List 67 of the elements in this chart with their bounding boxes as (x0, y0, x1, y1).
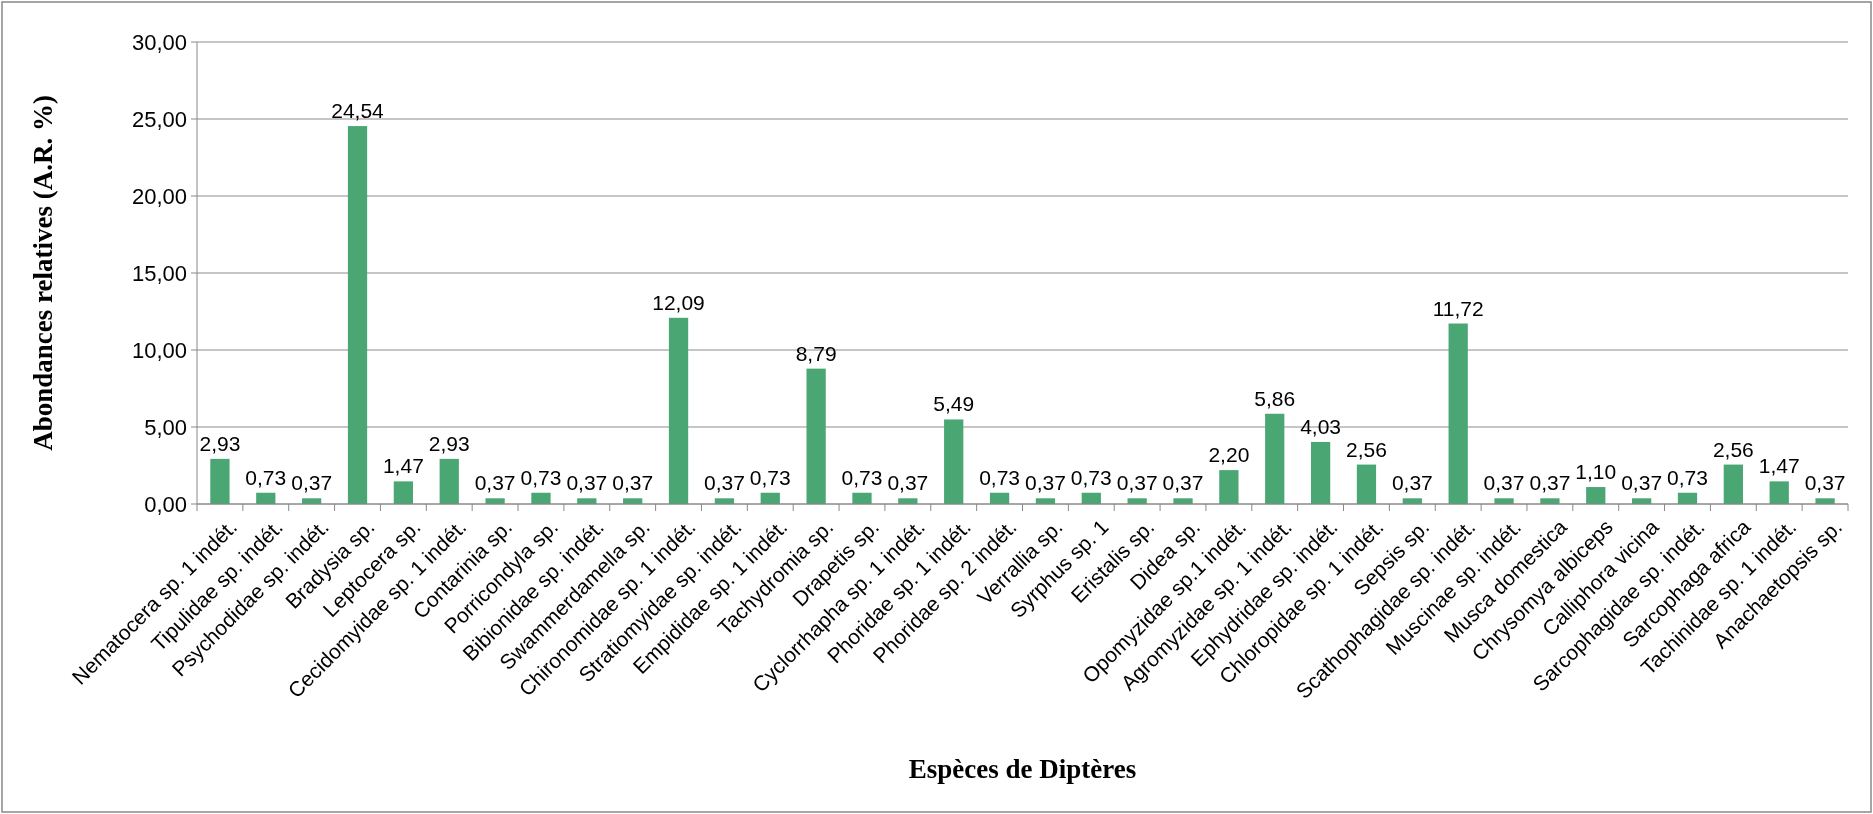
data-label: 0,37 (566, 471, 608, 495)
bar (1219, 470, 1239, 504)
y-tick-label: 30,00 (131, 29, 187, 55)
data-label: 5,86 (1254, 386, 1296, 410)
data-label: 0,37 (1529, 471, 1571, 495)
data-label: 0,73 (1667, 465, 1708, 489)
bar (1769, 481, 1789, 504)
data-label: 8,79 (795, 341, 837, 365)
bar (1173, 498, 1193, 504)
x-axis-title: Espèces de Diptères (908, 754, 1137, 784)
data-label: 0,37 (612, 471, 654, 495)
data-label: 0,37 (1024, 471, 1066, 495)
data-label: 0,73 (749, 465, 791, 489)
bar (531, 492, 551, 504)
data-label: 2,56 (1346, 437, 1387, 461)
bar (1356, 464, 1377, 504)
data-label: 11,72 (1432, 296, 1484, 320)
y-tick-label: 10,00 (131, 337, 187, 363)
bar (1815, 498, 1835, 504)
data-label: 0,37 (1483, 471, 1525, 495)
data-label: 0,37 (887, 471, 929, 495)
data-label: 0,37 (1162, 471, 1204, 495)
data-label: 2,93 (199, 431, 241, 455)
data-label: 2,93 (428, 431, 470, 455)
bar (1540, 498, 1560, 504)
data-label: 0,37 (1621, 471, 1663, 495)
data-label: 1,47 (1758, 454, 1800, 478)
data-label: 0,37 (703, 471, 745, 495)
data-label: 4,03 (1300, 414, 1342, 438)
data-label: 0,73 (841, 465, 883, 489)
data-label: 0,37 (1391, 471, 1433, 495)
bar (347, 126, 368, 504)
y-tick-label: 20,00 (131, 183, 187, 209)
y-tick-label: 0,00 (144, 491, 187, 517)
data-label: 1,10 (1575, 460, 1617, 484)
bar (806, 368, 826, 504)
data-label: 24,54 (331, 99, 385, 123)
y-tick-label: 15,00 (131, 260, 187, 286)
bar (1586, 487, 1606, 504)
data-label: 12,09 (652, 290, 705, 314)
bar (944, 419, 964, 504)
data-label: 0,37 (1116, 471, 1158, 495)
y-tick-label: 5,00 (144, 414, 187, 440)
y-axis-title: Abondances relatives (A.R. %) (28, 95, 58, 451)
bar (439, 458, 459, 504)
data-label: 0,73 (520, 465, 562, 489)
data-label: 0,37 (1804, 471, 1846, 495)
data-label: 2,20 (1208, 443, 1250, 467)
data-label: 0,73 (245, 465, 287, 489)
data-label: 0,37 (291, 471, 333, 495)
data-label: 1,47 (382, 454, 424, 478)
data-label: 0,73 (979, 465, 1021, 489)
data-label: 0,73 (1070, 465, 1112, 489)
bar (1265, 413, 1285, 504)
y-tick-label: 25,00 (131, 106, 187, 132)
bar (393, 481, 414, 504)
bar (1494, 498, 1514, 504)
data-label: 5,49 (933, 392, 975, 416)
bar (1310, 441, 1331, 504)
bar (485, 498, 505, 504)
bar (1448, 323, 1468, 504)
data-label: 2,56 (1712, 437, 1754, 461)
bar (852, 492, 872, 504)
bar (1723, 464, 1743, 504)
bar (210, 458, 230, 504)
data-label: 0,37 (474, 471, 516, 495)
bar (668, 317, 689, 504)
